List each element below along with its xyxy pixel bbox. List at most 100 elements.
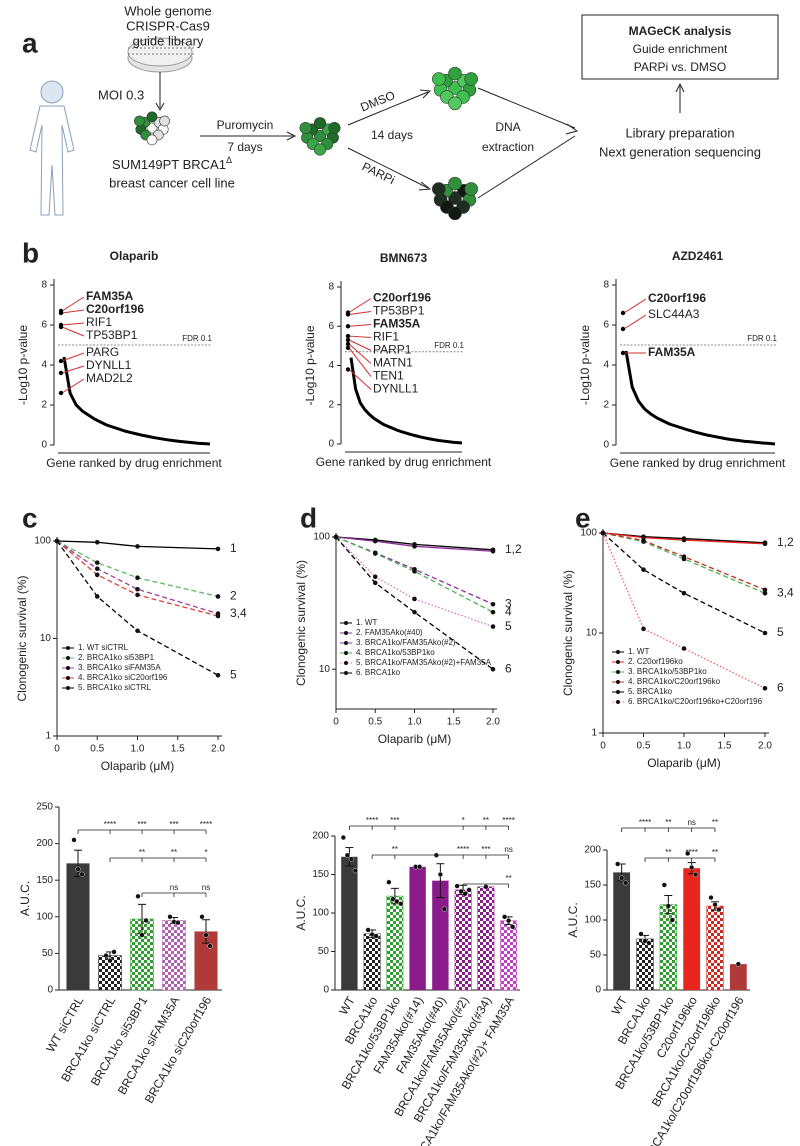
- sig-label: *: [462, 816, 465, 825]
- x-tick-label: 1.5: [171, 744, 185, 755]
- legend-marker: [616, 700, 620, 704]
- y-axis-label: Clonogenic survival (%): [294, 560, 308, 686]
- legend-marker: [66, 666, 70, 670]
- legend-label: 3. BRCA1ko/FAM35Ako(#2): [356, 638, 456, 647]
- x-axis-label: Gene ranked by drug enrichment: [316, 455, 492, 469]
- series-point: [490, 601, 496, 607]
- gene-leader: [348, 311, 372, 315]
- cell: [432, 72, 446, 86]
- cell: [146, 111, 158, 123]
- series-point: [94, 566, 100, 571]
- cell: [146, 134, 158, 146]
- series-point: [681, 590, 687, 596]
- gene-leader: [623, 298, 647, 314]
- series-line: [56, 540, 219, 598]
- replicate-point: [437, 871, 443, 878]
- legend-label: 2. C20orf196ko: [628, 657, 683, 666]
- replicate-point: [712, 901, 718, 908]
- series-point: [762, 685, 768, 691]
- cell: [159, 115, 170, 127]
- legend-label: 4. BRCA1ko siC20orf196: [78, 673, 168, 682]
- series-point: [135, 592, 140, 598]
- person-icon: [29, 80, 75, 216]
- y-tick-label: 100: [36, 911, 53, 922]
- series-point: [372, 551, 378, 556]
- gene-label: MAD2L2: [86, 371, 133, 385]
- y-tick-label: 4: [41, 360, 47, 371]
- replicate-point: [735, 961, 741, 967]
- legend-label: 4. BRCA1ko/53BP1ko: [356, 648, 435, 657]
- cell: [448, 81, 462, 95]
- y-tick-label: 8: [41, 280, 47, 291]
- gene-leader: [61, 309, 85, 314]
- end-label: 1: [230, 541, 237, 555]
- end-label: 3,4: [777, 585, 794, 599]
- sig-label: **: [139, 848, 145, 857]
- x-tick-label: 0: [333, 717, 339, 728]
- series-point: [94, 539, 100, 545]
- y-tick-label: 100: [312, 908, 329, 919]
- series-line: [602, 532, 766, 591]
- y-tick-label: 6: [603, 320, 609, 331]
- cell-line: SUM149PT BRCA1: [112, 157, 226, 172]
- arrow-head: [565, 123, 579, 135]
- y-tick-label: 1: [591, 728, 597, 739]
- sig-label: ***: [137, 820, 146, 829]
- x-tick-label: 1.0: [408, 717, 422, 728]
- gene-label: SLC44A3: [648, 307, 700, 321]
- analysis-text: Guide enrichment: [633, 42, 728, 56]
- cell: [448, 176, 462, 191]
- analysis-title: MAGeCK analysis: [629, 24, 732, 38]
- replicate-point: [623, 880, 629, 886]
- y-tick-label: 10: [40, 633, 52, 644]
- series-line: [602, 532, 766, 689]
- replicate-point: [139, 932, 145, 938]
- arrow-head: [155, 102, 165, 112]
- series-point: [681, 554, 687, 559]
- sig-label: ns: [202, 883, 210, 892]
- gene-label: RIF1: [373, 330, 399, 344]
- replicate-point: [394, 898, 400, 905]
- sig-label: ****: [366, 816, 378, 825]
- replicate-point: [441, 906, 447, 912]
- x-tick-label: 0.5: [368, 717, 382, 728]
- replicate-point: [510, 924, 516, 930]
- replicate-point: [348, 856, 354, 862]
- duration-text: 14 days: [371, 128, 413, 142]
- library-text: Whole genome: [124, 3, 211, 18]
- replicate-point: [386, 879, 392, 885]
- series-point: [372, 574, 378, 580]
- legend-label: 5. BRCA1ko: [628, 687, 673, 696]
- end-label: 5: [505, 619, 512, 633]
- end-label: 6: [777, 680, 784, 694]
- legend-label: 2. BRCA1ko si53BP1: [78, 653, 155, 662]
- rank-curve: [62, 356, 211, 446]
- bar: [477, 886, 495, 991]
- arrow-head: [286, 131, 297, 141]
- end-label: 1,2: [777, 535, 794, 549]
- bar: [386, 895, 404, 991]
- legend-marker: [344, 651, 348, 655]
- sig-label: ns: [687, 818, 695, 827]
- y-axis-label: A.U.C.: [566, 902, 580, 937]
- y-tick-label: 100: [34, 536, 51, 547]
- y-tick-label: 1: [45, 731, 51, 742]
- gene-label: FAM35A: [648, 345, 696, 359]
- series-point: [333, 534, 339, 540]
- legend-marker: [344, 621, 348, 625]
- x-tick-label: 0: [600, 741, 606, 752]
- cell: [448, 206, 462, 221]
- y-axis-label: -Log10 p-value: [303, 325, 317, 405]
- sequencing-text: Library preparation: [625, 125, 734, 140]
- x-axis-label: Olaparib (μM): [647, 756, 721, 770]
- y-tick-label: 10: [586, 628, 598, 639]
- replicate-point: [483, 884, 489, 890]
- legend-marker: [66, 646, 70, 650]
- legend-marker: [616, 660, 620, 664]
- replicate-point: [502, 914, 508, 920]
- gene-leader: [61, 352, 85, 362]
- end-label: 1,2: [505, 542, 522, 556]
- series-line: [56, 540, 219, 676]
- bar: [683, 868, 701, 990]
- bar: [636, 938, 654, 991]
